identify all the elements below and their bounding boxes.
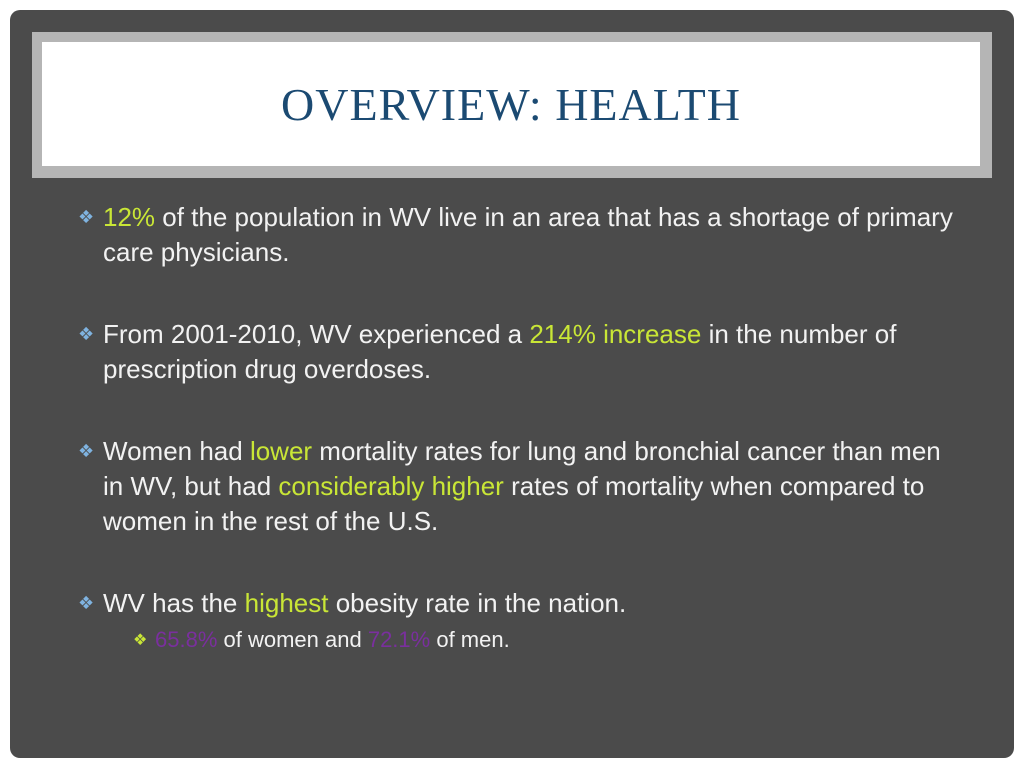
text: of the population in WV live in an area … xyxy=(103,202,953,267)
bullet-list: ❖ 12% of the population in WV live in an … xyxy=(78,200,968,655)
bullet-icon: ❖ xyxy=(133,630,148,649)
highlight-text: 12% xyxy=(103,202,156,232)
highlight-text: highest xyxy=(244,588,329,618)
bullet-icon: ❖ xyxy=(78,593,95,614)
highlight-text: 65.8% xyxy=(155,627,218,652)
text: WV has the xyxy=(103,588,245,618)
bullet-item: ❖ Women had lower mortality rates for lun… xyxy=(78,434,968,539)
bullet-item: ❖ From 2001-2010, WV experienced a 214% i… xyxy=(78,317,968,387)
text: obesity rate in the nation. xyxy=(328,588,627,618)
bullet-icon: ❖ xyxy=(78,207,95,228)
title-frame: OVERVIEW: HEALTH xyxy=(32,32,992,178)
highlight-text: considerably higher xyxy=(278,471,504,501)
text: of men. xyxy=(430,627,510,652)
bullet-item: ❖ 12% of the population in WV live in an … xyxy=(78,200,968,270)
bullet-icon: ❖ xyxy=(78,324,95,345)
sub-bullet-item: ❖ 65.8% of women and 72.1% of men. xyxy=(133,625,968,655)
bullet-item: ❖ WV has the highest obesity rate in the … xyxy=(78,586,968,655)
text: of women and xyxy=(217,627,368,652)
text: Women had xyxy=(103,436,250,466)
slide-title: OVERVIEW: HEALTH xyxy=(281,78,741,130)
bullet-icon: ❖ xyxy=(78,441,95,462)
highlight-text: lower xyxy=(249,436,313,466)
highlight-text: 72.1% xyxy=(367,627,431,652)
text: From 2001-2010, WV experienced a xyxy=(103,319,530,349)
title-box: OVERVIEW: HEALTH xyxy=(42,42,980,166)
highlight-text: 214% increase xyxy=(529,319,702,349)
text: mortality rates for lung and bronchial c… xyxy=(103,436,941,501)
text: in the number of prescription drug overd… xyxy=(103,319,897,384)
slide: OVERVIEW: HEALTH ❖ 12% of the population … xyxy=(10,10,1014,758)
text: rates of mortality when compared to wome… xyxy=(103,471,925,536)
